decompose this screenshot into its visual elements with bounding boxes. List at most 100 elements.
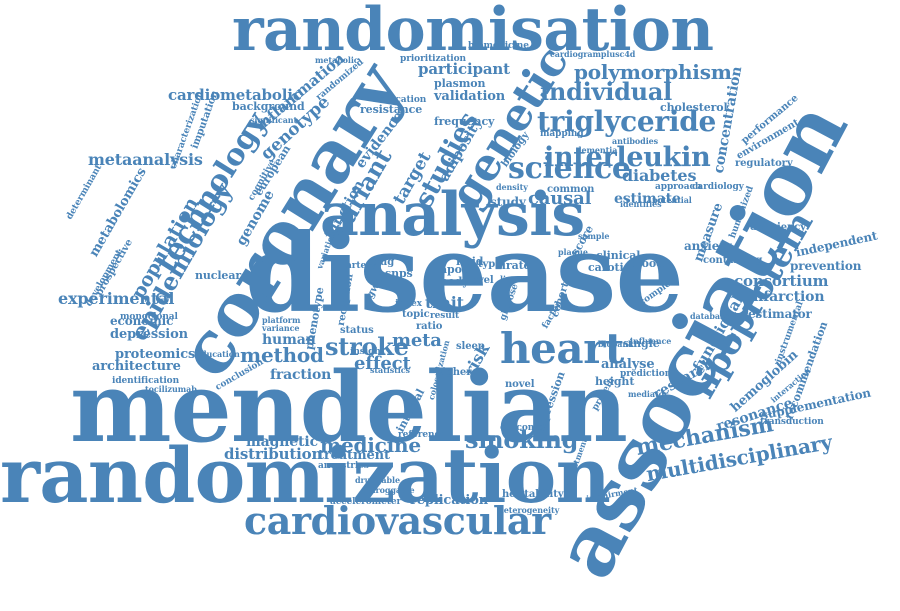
word: higher (435, 367, 472, 378)
word: blood (630, 257, 664, 270)
word: background (232, 100, 305, 113)
word: depression (110, 327, 188, 342)
word: tocilizumab (145, 384, 197, 394)
word: polymorphism (574, 60, 732, 84)
word: artery (346, 261, 376, 271)
word: validation (434, 89, 506, 104)
word: cardiovascular (244, 498, 551, 543)
word: level (468, 275, 494, 286)
word: transduction (760, 417, 824, 427)
word: prioritization (400, 54, 466, 64)
word: reference (398, 430, 446, 440)
word: single (623, 337, 660, 350)
word: infarction (748, 289, 825, 305)
word: mapping (540, 129, 584, 139)
word: prevention (790, 259, 862, 273)
word: drug (368, 257, 395, 268)
word: experimental (58, 289, 175, 308)
word: platform (262, 315, 301, 325)
word: architecture (92, 359, 181, 374)
word: apoe (440, 263, 469, 276)
word: metabolic (315, 55, 359, 65)
word: fraction (270, 367, 332, 383)
word: heterogeneity (498, 505, 560, 515)
word: participant (418, 60, 510, 78)
word: treatment (318, 448, 390, 463)
word: novel (505, 379, 535, 390)
word: identifies (620, 199, 662, 209)
word: unification (372, 95, 427, 105)
word: determinant (64, 162, 105, 221)
word: interleukin (544, 142, 711, 173)
word: urate (498, 259, 531, 272)
word: randomization (0, 431, 611, 520)
word: outcome (500, 423, 543, 433)
word: ratio (416, 321, 443, 332)
word: trait (425, 293, 464, 312)
word: magnetic (246, 434, 318, 450)
word: economic (110, 314, 174, 328)
word: status (340, 325, 374, 336)
word: containing (703, 255, 763, 266)
word: accelerometer (330, 497, 402, 507)
word: proteomics (115, 347, 196, 362)
word: plaque (558, 247, 588, 257)
word: study (490, 195, 526, 209)
word: smoking (465, 425, 579, 454)
word: liver (500, 274, 520, 284)
word: density (496, 182, 528, 192)
word: dementia (576, 145, 618, 155)
word: medicine (320, 433, 421, 457)
word: result (430, 311, 460, 321)
word: prediction (620, 369, 672, 379)
word: method (240, 343, 324, 367)
word: causal (528, 188, 592, 209)
word: ancestries (318, 461, 369, 471)
word: lipid (456, 255, 484, 268)
word: biobank (598, 339, 634, 349)
word: clinical (596, 249, 641, 262)
word: monoclonal (120, 312, 178, 322)
word: stroke (325, 332, 409, 361)
word: body (440, 275, 469, 288)
word: antibodies (612, 136, 659, 146)
word: disease (245, 211, 684, 337)
word: identification (112, 376, 180, 386)
word: mendelian (70, 351, 628, 464)
word: estimator (748, 307, 812, 321)
word: anxiety (684, 239, 732, 253)
word: statistics (370, 365, 410, 375)
word: cardiology (692, 182, 744, 192)
word: regulatory (735, 158, 793, 169)
word: biomedicine (468, 41, 529, 51)
word: science (508, 151, 631, 186)
word: resistance (360, 103, 423, 116)
word: deficiency (750, 222, 806, 233)
word: snps (385, 267, 413, 280)
word: insight (350, 347, 385, 357)
word: common (547, 184, 595, 195)
word: sample (578, 231, 610, 241)
word: analysis (320, 180, 585, 250)
word: replication (410, 493, 489, 508)
word: individual (540, 77, 673, 106)
word: carotid (588, 261, 632, 274)
word: analyse (601, 357, 655, 372)
word: randomisation (232, 0, 714, 65)
word: significant (250, 115, 298, 125)
word: index (395, 299, 422, 309)
word: variance (262, 323, 300, 333)
word: consortium (734, 272, 829, 290)
word: potential (652, 195, 692, 205)
word: cardiometabolic (168, 86, 302, 104)
word: cholesterol (660, 101, 728, 114)
word: frequency (434, 115, 495, 128)
word: human (262, 332, 316, 348)
word: education (196, 349, 240, 359)
word: diabetes (622, 166, 697, 185)
word: mediator (628, 389, 668, 399)
word: type (478, 259, 502, 270)
word: triglyceride (537, 105, 717, 138)
word: heart (500, 324, 624, 373)
